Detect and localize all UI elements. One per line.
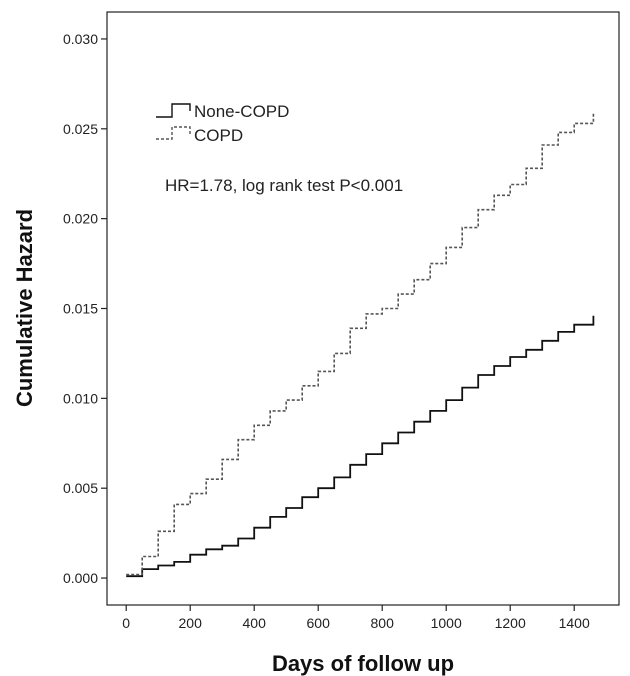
series-line-none-copd: [126, 315, 595, 578]
x-tick-label: 1200: [495, 615, 526, 631]
y-tick-label: 0.015: [63, 301, 98, 317]
x-tick-label: 200: [179, 615, 203, 631]
x-axis-title: Days of follow up: [272, 651, 454, 676]
series-line-copd: [126, 112, 595, 576]
y-tick-label: 0.000: [63, 570, 98, 586]
x-tick-label: 0: [122, 615, 130, 631]
y-axis-title: Cumulative Hazard: [12, 209, 37, 407]
plot-area-frame: [106, 11, 620, 606]
y-tick-label: 0.005: [63, 480, 98, 496]
x-tick-label: 1400: [559, 615, 590, 631]
x-tick-label: 400: [243, 615, 267, 631]
x-tick-label: 1000: [431, 615, 462, 631]
x-tick-label: 600: [307, 615, 331, 631]
legend-label-none-copd: None-COPD: [194, 102, 289, 121]
y-tick-label: 0.030: [63, 31, 98, 47]
legend-label-copd: COPD: [194, 126, 243, 145]
x-tick-label: 800: [371, 615, 395, 631]
y-tick-label: 0.010: [63, 390, 98, 406]
series-lines: [126, 112, 595, 578]
legend-copd-symbol: [156, 126, 191, 140]
legend-none-copd-symbol: [156, 103, 191, 118]
axis-ticks: 0 200 400 600 800 1000 1200 1400 0.000 0.005 0.010…: [63, 31, 590, 631]
y-tick-label: 0.020: [63, 211, 98, 227]
y-tick-label: 0.025: [63, 121, 98, 137]
hazard-ratio-annotation: HR=1.78, log rank test P<0.001: [165, 176, 403, 195]
legend: None-COPD COPD: [156, 102, 289, 145]
